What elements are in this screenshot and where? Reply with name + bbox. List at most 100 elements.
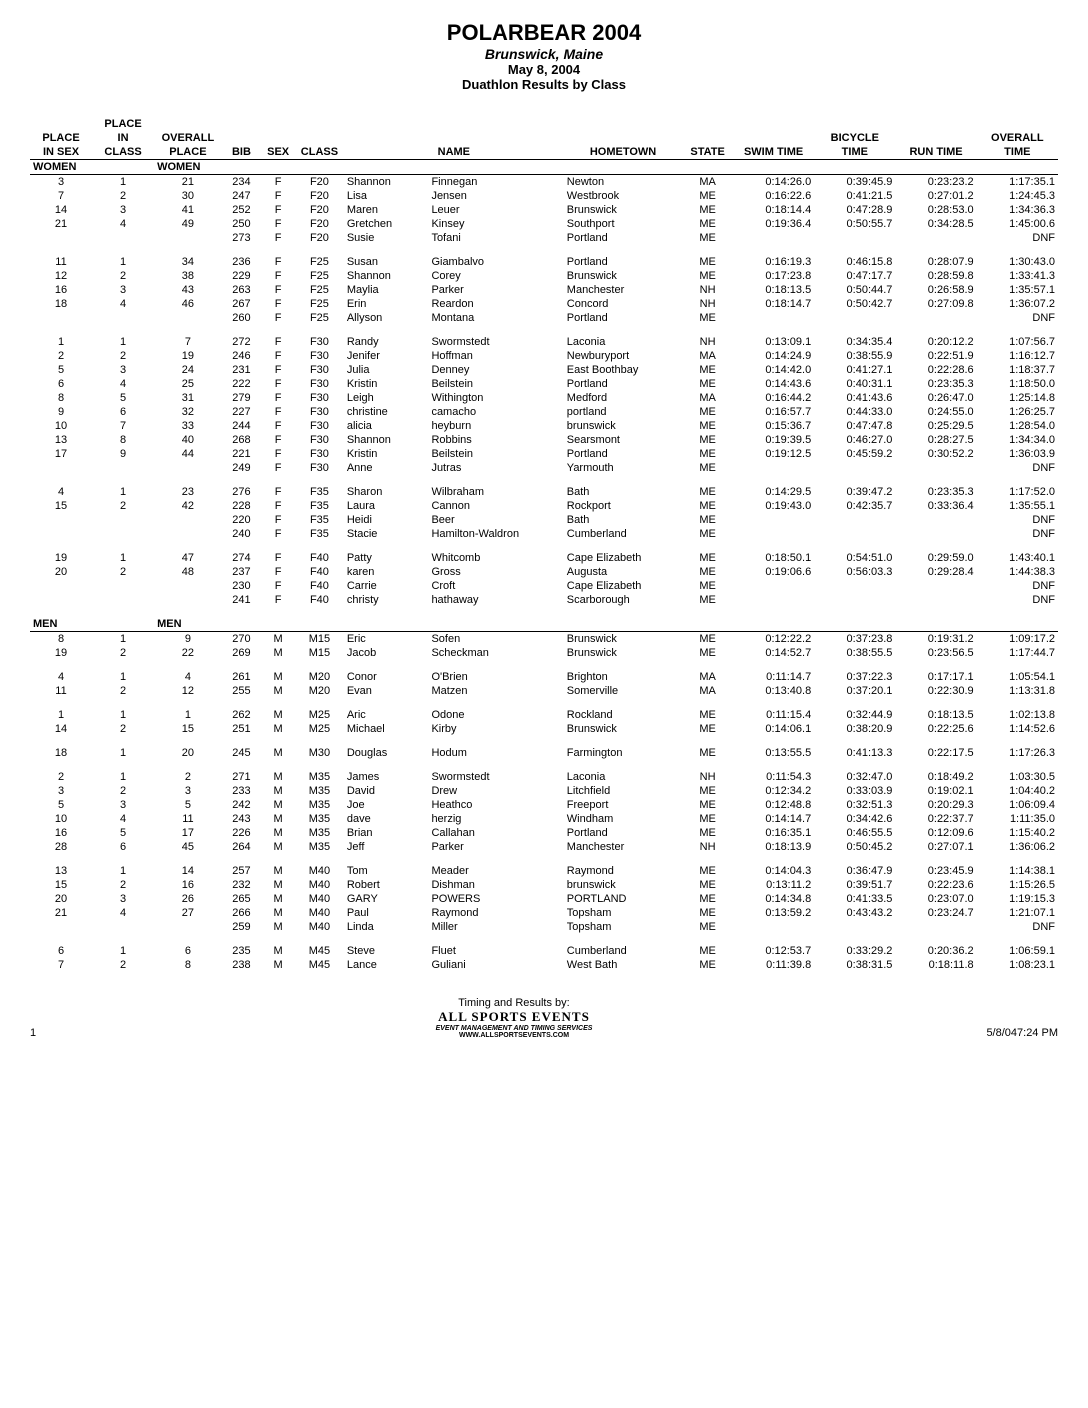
cell: ME (682, 920, 733, 934)
cell: ME (682, 565, 733, 579)
cell: 1 (92, 175, 154, 190)
cell: Portland (564, 231, 682, 245)
page-number: 1 (30, 1027, 90, 1039)
cell: ME (682, 419, 733, 433)
cell: 268 (222, 433, 261, 447)
table-row: 728238MM45LanceGulianiWest BathME0:11:39… (30, 958, 1058, 972)
table-row: 241FF40christyhathawayScarboroughMEDNF (30, 593, 1058, 607)
cell: F25 (295, 269, 344, 283)
cell: M (261, 784, 295, 798)
cell: Douglas (344, 746, 429, 760)
cell: F35 (295, 485, 344, 499)
cell: Brunswick (564, 632, 682, 647)
cell (895, 593, 976, 607)
cell: 0:19:06.6 (733, 565, 814, 579)
event-name: Duathlon Results by Class (30, 77, 1058, 92)
cell: 0:26:58.9 (895, 283, 976, 297)
cell: Michael (344, 722, 429, 736)
cell: F40 (295, 579, 344, 593)
cell: Meader (428, 864, 563, 878)
cell (92, 579, 154, 593)
cell: F20 (295, 189, 344, 203)
cell: 3 (92, 892, 154, 906)
cell: F (261, 377, 295, 391)
cell: ME (682, 812, 733, 826)
cell: 0:14:42.0 (733, 363, 814, 377)
cell (154, 527, 222, 541)
cell: ME (682, 485, 733, 499)
col-header: SEX (261, 145, 295, 160)
table-row: 10411243MM35daveherzigWindhamME0:14:14.7… (30, 812, 1058, 826)
cell (92, 513, 154, 527)
cell: Augusta (564, 565, 682, 579)
cell: Withington (428, 391, 563, 405)
cell: DNF (977, 311, 1058, 325)
cell (92, 527, 154, 541)
cell: M (261, 878, 295, 892)
cell: 1:06:59.1 (977, 944, 1058, 958)
cell: 1 (92, 944, 154, 958)
cell: ME (682, 551, 733, 565)
cell: 23 (154, 485, 222, 499)
cell: 19 (154, 349, 222, 363)
cell: F25 (295, 283, 344, 297)
cell (154, 231, 222, 245)
cell: ME (682, 311, 733, 325)
cell: 1:13:31.8 (977, 684, 1058, 698)
cell: 12 (30, 269, 92, 283)
cell (814, 513, 895, 527)
cell: 0:18:49.2 (895, 770, 976, 784)
cell: 242 (222, 798, 261, 812)
cell: Gretchen (344, 217, 429, 231)
cell: 1 (92, 770, 154, 784)
cell: Aric (344, 708, 429, 722)
cell: ME (682, 461, 733, 475)
cell: 3 (30, 784, 92, 798)
cell: Jensen (428, 189, 563, 203)
cell: Brunswick (564, 269, 682, 283)
cell: 245 (222, 746, 261, 760)
cell: 0:22:25.6 (895, 722, 976, 736)
cell (30, 579, 92, 593)
cell: M40 (295, 892, 344, 906)
cell: 1 (30, 708, 92, 722)
cell: 0:11:14.7 (733, 670, 814, 684)
cell: 260 (222, 311, 261, 325)
cell: Shannon (344, 175, 429, 190)
cell: 0:28:27.5 (895, 433, 976, 447)
cell: 2 (92, 684, 154, 698)
cell: 1:43:40.1 (977, 551, 1058, 565)
cell: Raymond (428, 906, 563, 920)
cell: 11 (154, 812, 222, 826)
cell: F (261, 283, 295, 297)
section-header-row: MENMEN (30, 617, 1058, 632)
cell: F25 (295, 311, 344, 325)
cell: 2 (92, 722, 154, 736)
table-row: 9632227FF30christinecamachoportlandME0:1… (30, 405, 1058, 419)
cell: 227 (222, 405, 261, 419)
cell: Hamilton-Waldron (428, 527, 563, 541)
cell: M (261, 722, 295, 736)
cell (814, 579, 895, 593)
cell: M (261, 684, 295, 698)
cell: Maren (344, 203, 429, 217)
event-title: POLARBEAR 2004 (30, 20, 1058, 46)
cell: East Boothbay (564, 363, 682, 377)
cell: ME (682, 499, 733, 513)
cell: 0:14:34.8 (733, 892, 814, 906)
cell: Robert (344, 878, 429, 892)
cell: 0:14:06.1 (733, 722, 814, 736)
cell: 0:22:51.9 (895, 349, 976, 363)
cell: 4 (30, 670, 92, 684)
cell: 4 (92, 812, 154, 826)
table-row: 6425222FF30KristinBeilsteinPortlandME0:1… (30, 377, 1058, 391)
cell: Whitcomb (428, 551, 563, 565)
cell: 0:29:28.4 (895, 565, 976, 579)
cell: Odone (428, 708, 563, 722)
cell: 1:07:56.7 (977, 335, 1058, 349)
cell: 0:12:34.2 (733, 784, 814, 798)
cell: 0:33:29.2 (814, 944, 895, 958)
cell: 0:44:33.0 (814, 405, 895, 419)
cell: Cannon (428, 499, 563, 513)
cell: brunswick (564, 878, 682, 892)
